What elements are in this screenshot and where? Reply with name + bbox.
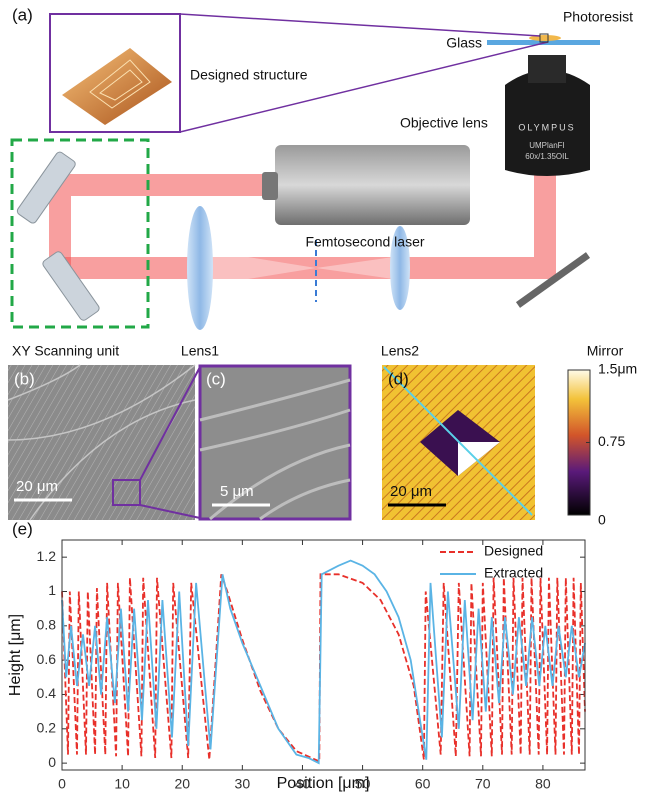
colorbar-label: 0.75 bbox=[598, 433, 625, 449]
laser-box bbox=[275, 145, 470, 225]
colorbar-label: 0 bbox=[598, 512, 606, 528]
objective-top bbox=[528, 55, 566, 83]
x-tick-label: 30 bbox=[235, 776, 251, 792]
x-tick-label: 10 bbox=[114, 776, 130, 792]
y-tick-label: 0 bbox=[48, 754, 56, 770]
label: Objective lens bbox=[400, 115, 488, 131]
x-tick-label: 50 bbox=[355, 776, 371, 792]
label: XY Scanning unit bbox=[12, 343, 119, 359]
schematic: (a) Designed structure Photoresist Glass… bbox=[12, 5, 633, 358]
lens-spec: 60x/1.35OIL bbox=[525, 152, 569, 161]
y-tick-label: 0.4 bbox=[37, 685, 57, 701]
label: Femtosecond laser bbox=[305, 234, 424, 250]
figure: (a) Designed structure Photoresist Glass… bbox=[0, 0, 652, 795]
panel-label: (e) bbox=[12, 519, 33, 538]
micrographs: 20 μm (b) 5 μm (c) 20 μm (d) 1.5μm 0.75 0 bbox=[8, 361, 637, 528]
legend-label: Designed bbox=[484, 543, 543, 559]
y-tick-label: 1.2 bbox=[37, 548, 57, 564]
colorbar: 1.5μm 0.75 0 bbox=[568, 361, 637, 528]
x-tick-label: 60 bbox=[415, 776, 431, 792]
colorbar-label: 1.5μm bbox=[598, 361, 637, 377]
y-tick-label: 1 bbox=[48, 582, 56, 598]
legend-label: Extracted bbox=[484, 565, 543, 581]
y-tick-label: 0.8 bbox=[37, 617, 57, 633]
panel-label: (b) bbox=[14, 369, 35, 388]
x-tick-label: 20 bbox=[174, 776, 190, 792]
label: Glass bbox=[446, 35, 482, 51]
y-tick-label: 0.6 bbox=[37, 651, 57, 667]
y-axis-label: Height [μm] bbox=[7, 614, 24, 696]
lens-model: UMPlanFI bbox=[529, 141, 565, 150]
lens-brand: OLYMPUS bbox=[518, 122, 575, 132]
x-tick-label: 70 bbox=[475, 776, 491, 792]
label: Mirror bbox=[587, 343, 624, 359]
line-chart: (e) Position [μm] Height [μm] 00.20.40.6… bbox=[7, 519, 585, 792]
lens bbox=[187, 206, 213, 330]
label: Designed structure bbox=[190, 67, 308, 83]
label: Lens2 bbox=[381, 343, 419, 359]
data-line bbox=[62, 561, 585, 764]
panel-label: (c) bbox=[206, 369, 226, 388]
panel-label: (d) bbox=[388, 369, 409, 388]
inset-line bbox=[180, 14, 540, 36]
scale-label: 5 μm bbox=[220, 483, 254, 500]
label: Lens1 bbox=[181, 343, 219, 359]
y-tick-label: 0.2 bbox=[37, 720, 57, 736]
beam-focus bbox=[205, 250, 400, 286]
data-line bbox=[62, 574, 585, 761]
label: Photoresist bbox=[563, 9, 633, 25]
laser-aperture bbox=[262, 172, 278, 200]
panel-label: (a) bbox=[12, 5, 33, 24]
inset-line bbox=[180, 42, 548, 132]
x-tick-label: 80 bbox=[535, 776, 551, 792]
scale-label: 20 μm bbox=[16, 478, 58, 495]
x-tick-label: 40 bbox=[295, 776, 311, 792]
x-tick-label: 0 bbox=[58, 776, 66, 792]
scale-label: 20 μm bbox=[390, 483, 432, 500]
